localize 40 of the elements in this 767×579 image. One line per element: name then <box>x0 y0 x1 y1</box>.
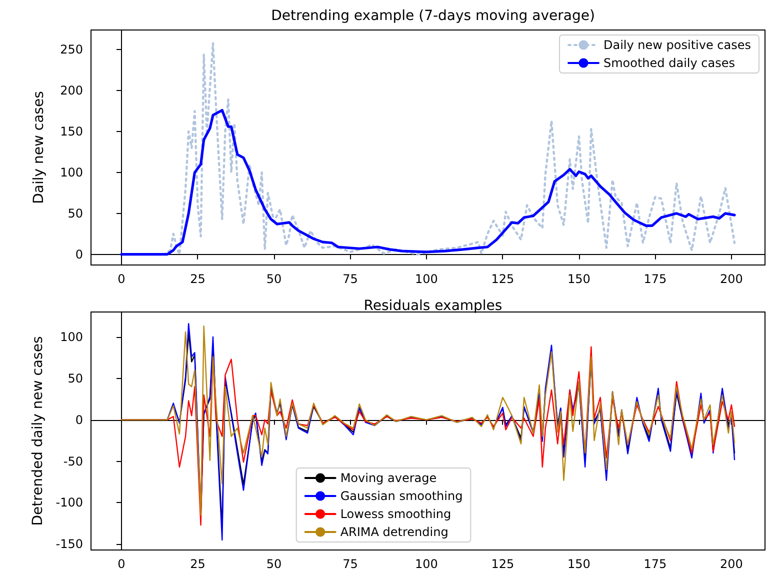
x-tick-label: 50 <box>266 272 282 286</box>
y-tick-label: 50 <box>68 371 83 386</box>
y-tick-label: -50 <box>63 454 83 468</box>
chart-title: Detrending example (7-days moving average) <box>271 8 595 24</box>
y-axis-title: Daily new cases <box>31 91 47 204</box>
x-tick-label: 25 <box>190 272 206 286</box>
y-tick-label: 100 <box>60 165 83 180</box>
y-tick-label: 100 <box>60 330 83 344</box>
x-tick-label: 100 <box>415 557 438 571</box>
y-tick-label: 50 <box>68 206 83 220</box>
x-tick-label: 125 <box>491 557 514 571</box>
x-tick-label: 200 <box>720 272 743 286</box>
y-tick-label: 0 <box>75 412 83 427</box>
x-tick-label: 200 <box>720 557 743 571</box>
y-tick-label: -100 <box>56 496 83 510</box>
y-tick-label: 200 <box>60 84 83 98</box>
x-tick-label: 175 <box>644 272 667 286</box>
legend-label: Smoothed daily cases <box>603 56 735 70</box>
x-tick-label: 75 <box>342 557 358 571</box>
y-tick-label: -150 <box>56 537 83 552</box>
x-tick-label: 100 <box>415 272 438 286</box>
x-tick-label: 50 <box>266 557 282 571</box>
x-tick-label: 150 <box>568 557 590 571</box>
x-tick-label: 150 <box>568 272 590 286</box>
legend-label: ARIMA detrending <box>340 525 448 539</box>
chart-title: Residuals examples <box>364 298 502 314</box>
legend-label: Daily new positive cases <box>603 38 751 52</box>
y-axis-title: Detrended daily new cases <box>30 336 46 526</box>
legend-label: Lowess smoothing <box>340 507 452 521</box>
x-tick-label: 0 <box>118 272 126 286</box>
x-tick-label: 25 <box>190 557 206 571</box>
x-tick-label: 75 <box>342 272 358 286</box>
y-tick-label: 250 <box>60 42 83 57</box>
y-tick-label: 0 <box>75 247 83 262</box>
legend-label: Moving average <box>340 471 437 485</box>
x-tick-label: 125 <box>491 272 514 286</box>
x-tick-label: 175 <box>644 557 667 571</box>
x-tick-label: 0 <box>118 557 126 571</box>
legend-label: Gaussian smoothing <box>340 489 463 503</box>
y-tick-label: 150 <box>60 124 83 139</box>
